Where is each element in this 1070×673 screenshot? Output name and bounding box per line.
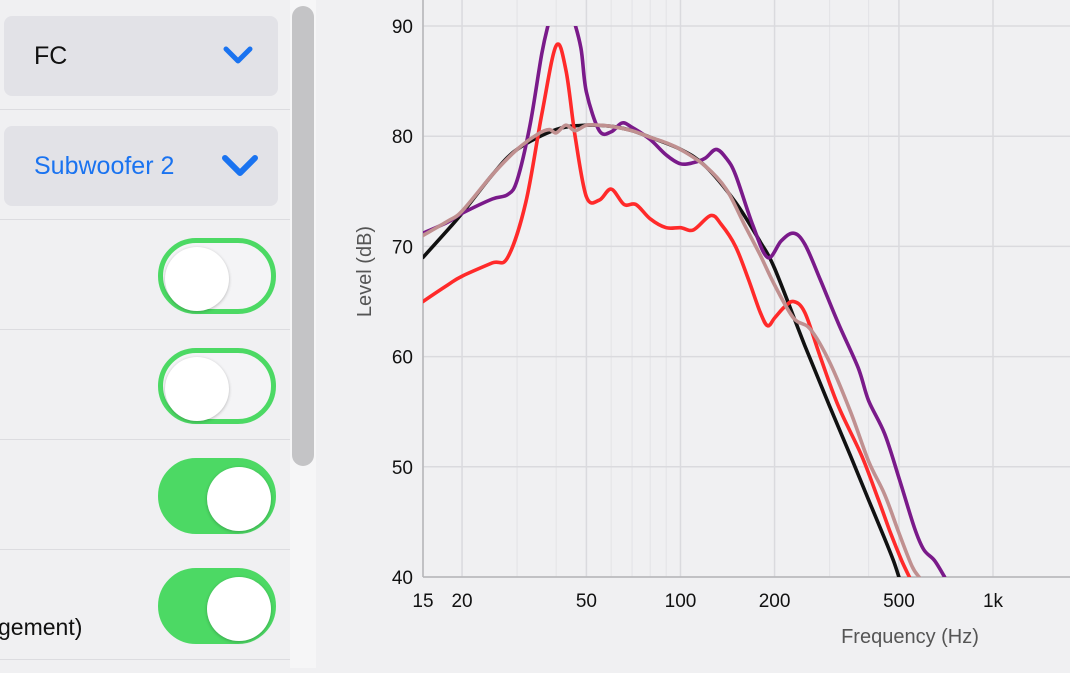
y-tick-label: 90 [392, 17, 413, 38]
toggle-row-4-label: gement) [0, 614, 83, 640]
toggle-knob [207, 467, 271, 531]
toggle-knob [207, 577, 271, 641]
sub-row: Subwoofer 2 [0, 110, 290, 220]
toggle-row-2 [0, 330, 290, 440]
y-tick-label: 50 [392, 458, 413, 479]
toggle-switch-2[interactable] [158, 348, 276, 424]
frequency-response-chart: 40 50 60 70 80 90 15 20 50 100 200 500 1k Frequency (… [316, 0, 1070, 668]
chevron-down-icon [222, 155, 258, 176]
y-tick-label: 60 [392, 348, 413, 369]
series-line-3 [423, 26, 947, 577]
x-axis-title: Frequency (Hz) [841, 626, 979, 648]
channel-row: FC [0, 0, 290, 110]
toggle-row-1 [0, 220, 290, 330]
x-tick-label: 200 [759, 591, 791, 612]
toggle-switch-4[interactable] [158, 568, 276, 644]
series-line-2 [423, 42, 912, 577]
x-tick-label: 100 [665, 591, 697, 612]
channel-select-value: FC [34, 42, 68, 70]
toggle-knob [165, 247, 229, 311]
y-tick-label: 70 [392, 237, 413, 258]
toggle-knob [165, 357, 229, 421]
x-tick-label: 50 [576, 591, 597, 612]
toggle-row-3 [0, 440, 290, 550]
plot-background [423, 0, 1070, 577]
toggle-row-4: gement) [0, 550, 290, 660]
sidebar-scrollbar[interactable] [290, 0, 316, 668]
toggle-switch-1[interactable] [158, 238, 276, 314]
x-tick-label: 500 [883, 591, 915, 612]
x-tick-label: 20 [451, 591, 472, 612]
y-tick-label: 80 [392, 127, 413, 148]
subwoofer-select[interactable]: Subwoofer 2 [4, 126, 278, 206]
channel-select[interactable]: FC [4, 16, 278, 96]
subwoofer-select-value: Subwoofer 2 [34, 152, 175, 180]
settings-sidebar: FC Subwoofer 2 gement) [0, 0, 290, 668]
y-tick-label: 40 [392, 568, 413, 589]
series-group [423, 26, 947, 577]
chevron-down-icon [223, 46, 253, 64]
series-line-4 [423, 122, 921, 577]
y-axis-title: Level (dB) [354, 226, 376, 317]
scrollbar-thumb[interactable] [292, 6, 314, 466]
x-tick-label: 1k [983, 591, 1004, 612]
toggle-switch-3[interactable] [158, 458, 276, 534]
x-tick-label: 15 [412, 591, 433, 612]
